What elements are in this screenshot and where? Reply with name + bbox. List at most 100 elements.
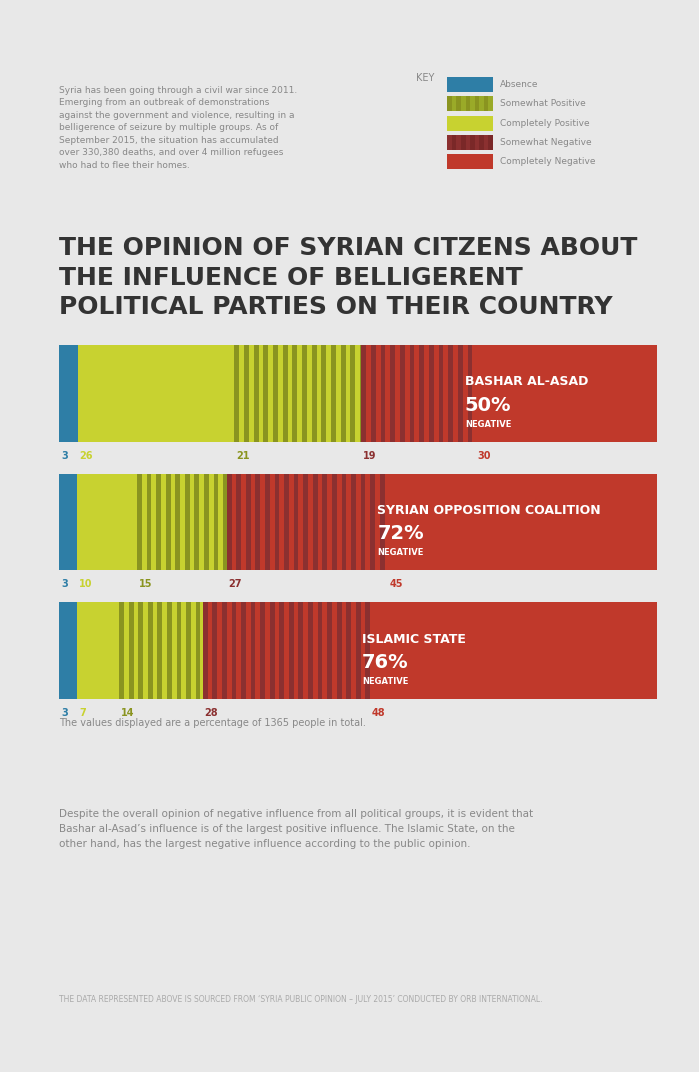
Bar	[466, 96, 470, 111]
Bar	[380, 345, 385, 442]
Bar	[273, 345, 278, 442]
Bar	[275, 474, 280, 570]
Text: NEGATIVE: NEGATIVE	[362, 678, 408, 686]
Bar	[322, 474, 327, 570]
Bar	[152, 602, 157, 699]
Bar	[298, 602, 303, 699]
Bar	[137, 474, 142, 570]
Bar	[222, 602, 226, 699]
Bar	[317, 345, 322, 442]
Text: Somewhat Positive: Somewhat Positive	[500, 100, 586, 108]
Bar	[303, 474, 308, 570]
Text: The values displayed are a percentage of 1365 people in total.: The values displayed are a percentage of…	[59, 718, 366, 728]
Bar	[194, 474, 199, 570]
Bar	[356, 474, 361, 570]
Bar	[226, 474, 231, 570]
Text: THE OPINION OF SYRIAN CITZENS ABOUT
THE INFLUENCE OF BELLIGERENT
POLITICAL PARTI: THE OPINION OF SYRIAN CITZENS ABOUT THE …	[59, 236, 637, 319]
Bar	[255, 602, 260, 699]
Bar	[395, 345, 400, 442]
Text: 50%: 50%	[465, 396, 511, 415]
Bar	[405, 345, 410, 442]
Bar	[241, 602, 246, 699]
Bar	[236, 474, 241, 570]
Bar	[476, 345, 657, 442]
Bar	[226, 602, 231, 699]
Text: 21: 21	[236, 450, 250, 461]
Bar	[415, 345, 419, 442]
Text: 45: 45	[390, 579, 403, 590]
Bar	[249, 345, 254, 442]
Bar	[452, 135, 456, 150]
Bar	[337, 474, 342, 570]
Bar	[332, 602, 337, 699]
Bar	[236, 602, 241, 699]
Bar	[255, 474, 260, 570]
Bar	[251, 474, 255, 570]
Bar	[214, 474, 218, 570]
Bar	[327, 602, 332, 699]
Bar	[376, 345, 380, 442]
Bar	[366, 602, 370, 699]
Bar	[346, 602, 351, 699]
Bar	[313, 602, 317, 699]
Bar	[162, 602, 167, 699]
Bar	[189, 474, 194, 570]
Bar	[177, 602, 181, 699]
Bar	[317, 474, 322, 570]
Bar	[489, 96, 493, 111]
Bar	[351, 474, 356, 570]
Bar	[191, 602, 196, 699]
Bar	[59, 345, 78, 442]
Bar	[234, 345, 239, 442]
Bar	[208, 602, 212, 699]
Bar	[361, 602, 366, 699]
Text: 10: 10	[79, 579, 93, 590]
Text: Completely Positive: Completely Positive	[500, 119, 589, 128]
Text: 27: 27	[229, 579, 242, 590]
Bar	[463, 345, 468, 442]
Bar	[241, 474, 246, 570]
Bar	[380, 474, 384, 570]
Bar	[331, 345, 336, 442]
Bar	[289, 474, 294, 570]
Bar	[59, 602, 78, 699]
Bar	[480, 96, 484, 111]
Bar	[223, 474, 226, 570]
Bar	[470, 96, 475, 111]
Bar	[119, 602, 203, 699]
Bar	[317, 602, 322, 699]
Bar	[322, 345, 326, 442]
Bar	[278, 345, 283, 442]
Bar	[226, 474, 388, 570]
Bar	[366, 474, 370, 570]
Bar	[254, 345, 259, 442]
Bar	[78, 602, 119, 699]
Bar	[461, 96, 466, 111]
Bar	[212, 602, 217, 699]
Bar	[456, 96, 461, 111]
Text: Absence: Absence	[500, 80, 538, 89]
Bar	[466, 135, 470, 150]
Text: NEGATIVE: NEGATIVE	[377, 549, 424, 557]
Bar	[447, 135, 452, 150]
Bar	[275, 602, 280, 699]
Bar	[260, 602, 265, 699]
Bar	[345, 345, 350, 442]
Bar	[181, 602, 186, 699]
Bar	[124, 602, 129, 699]
Bar	[473, 345, 476, 442]
Bar	[209, 474, 214, 570]
Bar	[134, 602, 138, 699]
Bar	[298, 474, 303, 570]
Text: 19: 19	[363, 450, 377, 461]
Bar	[327, 474, 332, 570]
Bar	[342, 474, 346, 570]
Bar	[361, 345, 366, 442]
Bar	[447, 96, 452, 111]
Bar	[484, 135, 489, 150]
Bar	[356, 602, 361, 699]
Bar	[270, 602, 275, 699]
Bar	[355, 345, 360, 442]
Bar	[284, 474, 289, 570]
Bar	[217, 602, 222, 699]
